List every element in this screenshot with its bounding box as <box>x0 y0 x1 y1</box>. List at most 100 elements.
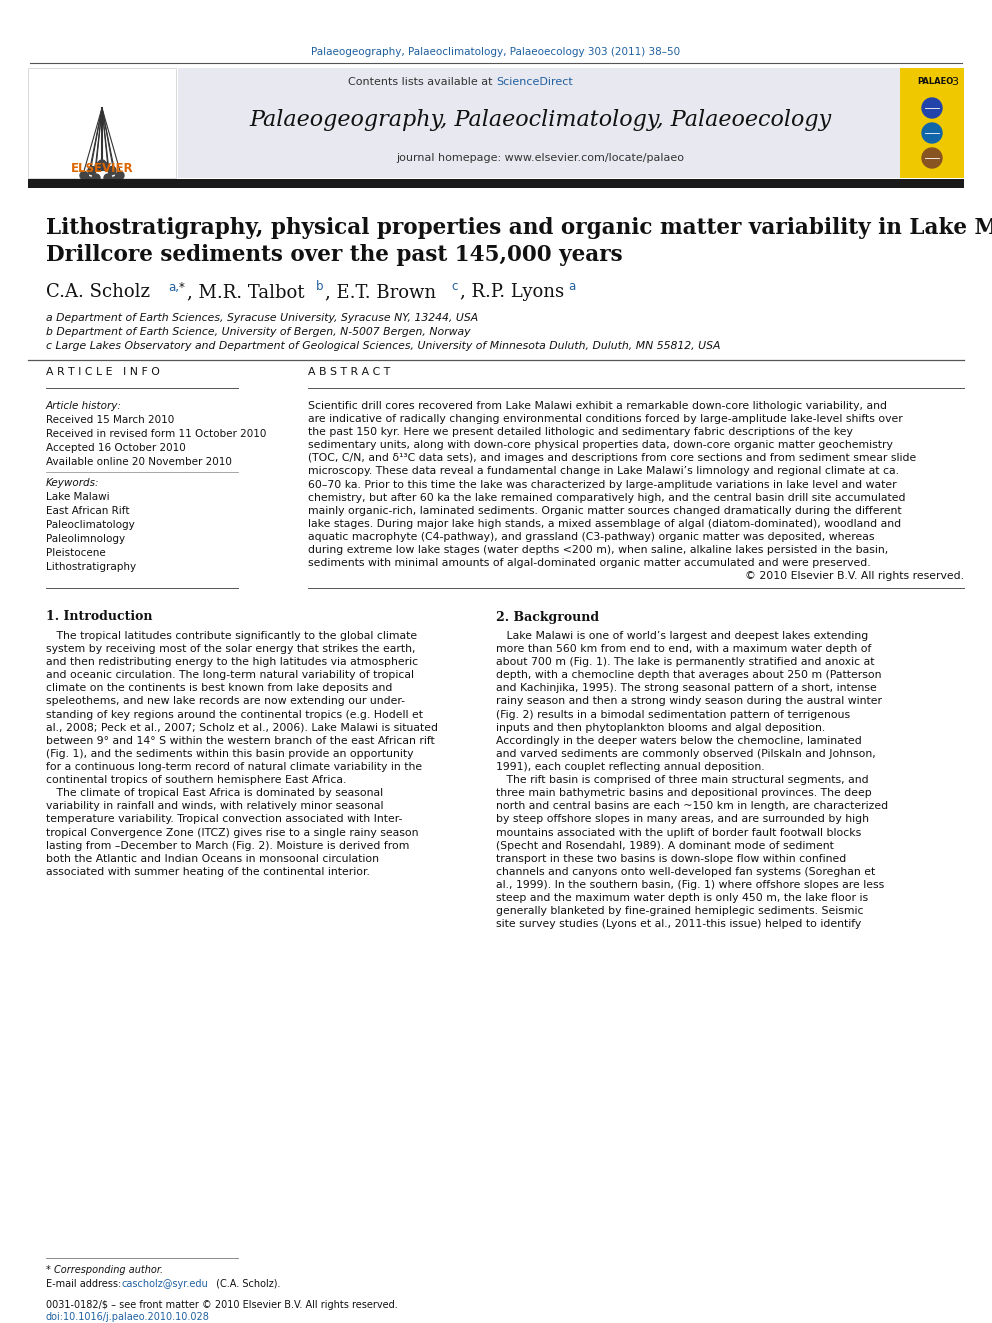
Text: chemistry, but after 60 ka the lake remained comparatively high, and the central: chemistry, but after 60 ka the lake rema… <box>308 492 906 503</box>
Text: and varved sediments are commonly observed (Pilskaln and Johnson,: and varved sediments are commonly observ… <box>496 749 876 759</box>
Text: more than 560 km from end to end, with a maximum water depth of: more than 560 km from end to end, with a… <box>496 644 871 654</box>
Circle shape <box>104 175 112 183</box>
Text: inputs and then phytoplankton blooms and algal deposition.: inputs and then phytoplankton blooms and… <box>496 722 825 733</box>
Text: b: b <box>316 280 323 294</box>
Text: between 9° and 14° S within the western branch of the east African rift: between 9° and 14° S within the western … <box>46 736 434 746</box>
Text: Lake Malawi: Lake Malawi <box>46 492 110 501</box>
Text: © 2010 Elsevier B.V. All rights reserved.: © 2010 Elsevier B.V. All rights reserved… <box>745 572 964 581</box>
Text: 3: 3 <box>951 77 958 87</box>
Text: tropical Convergence Zone (ITCZ) gives rise to a single rainy season: tropical Convergence Zone (ITCZ) gives r… <box>46 827 419 837</box>
Text: E-mail address:: E-mail address: <box>46 1279 124 1289</box>
Text: climate on the continents is best known from lake deposits and: climate on the continents is best known … <box>46 684 393 693</box>
Text: A B S T R A C T: A B S T R A C T <box>308 366 390 377</box>
Text: 60–70 ka. Prior to this time the lake was characterized by large-amplitude varia: 60–70 ka. Prior to this time the lake wa… <box>308 480 897 490</box>
Text: by steep offshore slopes in many areas, and are surrounded by high: by steep offshore slopes in many areas, … <box>496 815 869 824</box>
Text: c Large Lakes Observatory and Department of Geological Sciences, University of M: c Large Lakes Observatory and Department… <box>46 341 720 351</box>
Text: Palaeogeography, Palaeoclimatology, Palaeoecology: Palaeogeography, Palaeoclimatology, Pala… <box>249 108 831 131</box>
Text: Contents lists available at: Contents lists available at <box>348 77 496 87</box>
Text: Received 15 March 2010: Received 15 March 2010 <box>46 415 175 425</box>
Circle shape <box>112 176 120 184</box>
Text: a,: a, <box>168 280 179 294</box>
Text: mainly organic-rich, laminated sediments. Organic matter sources changed dramati: mainly organic-rich, laminated sediments… <box>308 505 902 516</box>
Text: Lake Malawi is one of world’s largest and deepest lakes extending: Lake Malawi is one of world’s largest an… <box>496 631 868 642</box>
Text: 1. Introduction: 1. Introduction <box>46 610 153 623</box>
Text: microscopy. These data reveal a fundamental change in Lake Malawi’s limnology an: microscopy. These data reveal a fundamen… <box>308 467 899 476</box>
Text: variability in rainfall and winds, with relatively minor seasonal: variability in rainfall and winds, with … <box>46 802 384 811</box>
Text: Accordingly in the deeper waters below the chemocline, laminated: Accordingly in the deeper waters below t… <box>496 736 862 746</box>
Text: channels and canyons onto well-developed fan systems (Soreghan et: channels and canyons onto well-developed… <box>496 867 875 877</box>
Text: Available online 20 November 2010: Available online 20 November 2010 <box>46 456 232 467</box>
Text: about 700 m (Fig. 1). The lake is permanently stratified and anoxic at: about 700 m (Fig. 1). The lake is perman… <box>496 658 875 667</box>
Text: Lithostratigraphy, physical properties and organic matter variability in Lake Ma: Lithostratigraphy, physical properties a… <box>46 217 992 239</box>
Text: system by receiving most of the solar energy that strikes the earth,: system by receiving most of the solar en… <box>46 644 416 654</box>
Text: Keywords:: Keywords: <box>46 478 99 488</box>
Text: site survey studies (Lyons et al., 2011-this issue) helped to identify: site survey studies (Lyons et al., 2011-… <box>496 919 861 929</box>
Circle shape <box>922 123 942 143</box>
Text: Article history:: Article history: <box>46 401 122 411</box>
Text: * Corresponding author.: * Corresponding author. <box>46 1265 163 1275</box>
Text: doi:10.1016/j.palaeo.2010.10.028: doi:10.1016/j.palaeo.2010.10.028 <box>46 1312 210 1322</box>
Text: East African Rift: East African Rift <box>46 505 130 516</box>
Text: 1991), each couplet reflecting annual deposition.: 1991), each couplet reflecting annual de… <box>496 762 765 773</box>
Circle shape <box>108 167 116 175</box>
Text: c: c <box>451 280 457 294</box>
Circle shape <box>84 176 92 184</box>
Text: lake stages. During major lake high stands, a mixed assemblage of algal (diatom-: lake stages. During major lake high stan… <box>308 519 901 529</box>
Circle shape <box>101 163 109 171</box>
Text: sedimentary units, along with down-core physical properties data, down-core orga: sedimentary units, along with down-core … <box>308 441 893 450</box>
Circle shape <box>98 160 106 168</box>
Text: Lithostratigraphy: Lithostratigraphy <box>46 562 136 572</box>
Text: ScienceDirect: ScienceDirect <box>496 77 572 87</box>
Text: (Specht and Rosendahl, 1989). A dominant mode of sediment: (Specht and Rosendahl, 1989). A dominant… <box>496 840 834 851</box>
Text: associated with summer heating of the continental interior.: associated with summer heating of the co… <box>46 867 370 877</box>
Text: 2. Background: 2. Background <box>496 610 599 623</box>
FancyBboxPatch shape <box>178 67 900 179</box>
Text: depth, with a chemocline depth that averages about 250 m (Patterson: depth, with a chemocline depth that aver… <box>496 671 882 680</box>
Text: transport in these two basins is down-slope flow within confined: transport in these two basins is down-sl… <box>496 853 846 864</box>
Text: PALAEO: PALAEO <box>917 78 953 86</box>
Text: Received in revised form 11 October 2010: Received in revised form 11 October 2010 <box>46 429 267 439</box>
Text: aquatic macrophyte (C4-pathway), and grassland (C3-pathway) organic matter was d: aquatic macrophyte (C4-pathway), and gra… <box>308 532 875 542</box>
Text: cascholz@syr.edu: cascholz@syr.edu <box>121 1279 207 1289</box>
FancyBboxPatch shape <box>28 67 176 179</box>
Text: Paleolimnology: Paleolimnology <box>46 534 125 544</box>
Circle shape <box>95 163 103 171</box>
Text: generally blanketed by fine-grained hemiplegic sediments. Seismic: generally blanketed by fine-grained hemi… <box>496 906 863 916</box>
Text: , E.T. Brown: , E.T. Brown <box>325 283 441 302</box>
Text: are indicative of radically changing environmental conditions forced by large-am: are indicative of radically changing env… <box>308 414 903 425</box>
Text: sediments with minimal amounts of algal-dominated organic matter accumulated and: sediments with minimal amounts of algal-… <box>308 558 871 568</box>
Text: both the Atlantic and Indian Oceans in monsoonal circulation: both the Atlantic and Indian Oceans in m… <box>46 853 379 864</box>
Text: , R.P. Lyons: , R.P. Lyons <box>460 283 569 302</box>
Text: temperature variability. Tropical convection associated with Inter-: temperature variability. Tropical convec… <box>46 815 403 824</box>
Text: Pleistocene: Pleistocene <box>46 548 106 558</box>
Text: The rift basin is comprised of three main structural segments, and: The rift basin is comprised of three mai… <box>496 775 869 785</box>
Text: during extreme low lake stages (water depths <200 m), when saline, alkaline lake: during extreme low lake stages (water de… <box>308 545 888 556</box>
Text: and then redistributing energy to the high latitudes via atmospheric: and then redistributing energy to the hi… <box>46 658 418 667</box>
Circle shape <box>922 148 942 168</box>
Text: steep and the maximum water depth is only 450 m, the lake floor is: steep and the maximum water depth is onl… <box>496 893 868 904</box>
Text: (C.A. Scholz).: (C.A. Scholz). <box>213 1279 281 1289</box>
Text: the past 150 kyr. Here we present detailed lithologic and sedimentary fabric des: the past 150 kyr. Here we present detail… <box>308 427 853 437</box>
Text: mountains associated with the uplift of border fault footwall blocks: mountains associated with the uplift of … <box>496 827 861 837</box>
Circle shape <box>80 172 88 180</box>
Text: 0031-0182/$ – see front matter © 2010 Elsevier B.V. All rights reserved.: 0031-0182/$ – see front matter © 2010 El… <box>46 1301 398 1310</box>
Text: (TOC, C/N, and δ¹³C data sets), and images and descriptions from core sections a: (TOC, C/N, and δ¹³C data sets), and imag… <box>308 454 917 463</box>
Text: rainy season and then a strong windy season during the austral winter: rainy season and then a strong windy sea… <box>496 696 882 706</box>
Text: al., 2008; Peck et al., 2007; Scholz et al., 2006). Lake Malawi is situated: al., 2008; Peck et al., 2007; Scholz et … <box>46 722 438 733</box>
Text: a: a <box>568 280 575 294</box>
Text: A R T I C L E   I N F O: A R T I C L E I N F O <box>46 366 160 377</box>
Text: Scientific drill cores recovered from Lake Malawi exhibit a remarkable down-core: Scientific drill cores recovered from La… <box>308 401 887 411</box>
Text: for a continuous long-term record of natural climate variability in the: for a continuous long-term record of nat… <box>46 762 423 773</box>
Text: and oceanic circulation. The long-term natural variability of tropical: and oceanic circulation. The long-term n… <box>46 671 414 680</box>
Text: *: * <box>179 280 185 294</box>
Text: ELSEVIER: ELSEVIER <box>70 161 133 175</box>
Text: speleothems, and new lake records are now extending our under-: speleothems, and new lake records are no… <box>46 696 405 706</box>
Text: continental tropics of southern hemisphere East Africa.: continental tropics of southern hemisphe… <box>46 775 346 785</box>
Text: and Kachinjika, 1995). The strong seasonal pattern of a short, intense: and Kachinjika, 1995). The strong season… <box>496 684 877 693</box>
Circle shape <box>92 175 100 183</box>
Text: Paleoclimatology: Paleoclimatology <box>46 520 135 531</box>
Text: Palaeogeography, Palaeoclimatology, Palaeoecology 303 (2011) 38–50: Palaeogeography, Palaeoclimatology, Pala… <box>311 48 681 57</box>
Text: , M.R. Talbot: , M.R. Talbot <box>187 283 310 302</box>
FancyBboxPatch shape <box>900 67 964 179</box>
Text: north and central basins are each ~150 km in length, are characterized: north and central basins are each ~150 k… <box>496 802 888 811</box>
